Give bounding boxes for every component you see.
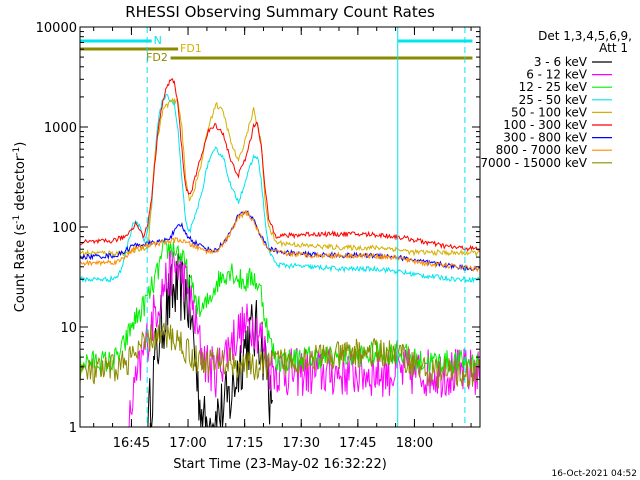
x-axis: 16:45 17:00 17:15 17:30 17:45 18:00	[93, 27, 472, 451]
fd2-flag-label: FD2	[146, 51, 168, 64]
x-tick-label: 18:00	[396, 436, 433, 451]
flag-bars: N FD1 FD2	[80, 34, 473, 64]
y-axis-label: Count Rate (s-1 detector-1)	[12, 142, 28, 313]
y-tick-label: 100	[52, 221, 77, 236]
legend-entry-label: 6 - 12 keV	[526, 68, 588, 82]
legend-entry-label: 50 - 100 keV	[511, 105, 588, 119]
series-layer	[79, 78, 481, 429]
x-tick-label: 17:00	[169, 436, 206, 451]
y-tick-label: 1	[69, 421, 77, 436]
series-line-300-800keV	[79, 210, 481, 272]
legend-entry-label: 100 - 300 keV	[503, 118, 587, 132]
vertical-markers	[146, 27, 466, 427]
legend-entry-label: 3 - 6 keV	[534, 55, 588, 69]
x-tick-label: 16:45	[113, 436, 150, 451]
y-tick-label: 10	[60, 321, 77, 336]
x-tick-label: 17:30	[283, 436, 320, 451]
chart-title: RHESSI Observing Summary Count Rates	[125, 3, 435, 21]
y-tick-label: 10000	[36, 21, 77, 36]
legend-entry-label: 800 - 7000 keV	[496, 143, 588, 157]
y-tick-label: 1000	[44, 121, 77, 136]
legend-header: Att 1	[599, 41, 628, 55]
legend-entry-label: 12 - 25 keV	[519, 80, 588, 94]
x-axis-label: Start Time (23-May-02 16:32:22)	[173, 457, 387, 472]
legend-entry-label: 300 - 800 keV	[503, 131, 587, 145]
footer-timestamp: 16-Oct-2021 04:52	[552, 469, 637, 479]
y-axis: 1 10 100 1000 10000	[36, 21, 480, 436]
x-tick-label: 17:45	[339, 436, 376, 451]
series-line-800-7000keV	[79, 209, 480, 273]
series-line-6-12keV	[128, 248, 481, 428]
x-tick-label: 17:15	[226, 436, 263, 451]
series-line-25-50keV	[79, 93, 480, 284]
series-line-100-300keV	[79, 78, 481, 252]
series-line-50-100keV	[79, 97, 481, 258]
night-flag-label: N	[154, 34, 162, 47]
legend-header: Det 1,3,4,5,6,9,	[538, 29, 632, 43]
series-line-7000-15000keV	[79, 322, 481, 389]
legend-entry-label: 7000 - 15000 keV	[480, 156, 587, 170]
fd1-flag-label: FD1	[180, 42, 202, 55]
legend-entry-label: 25 - 50 keV	[519, 93, 588, 107]
